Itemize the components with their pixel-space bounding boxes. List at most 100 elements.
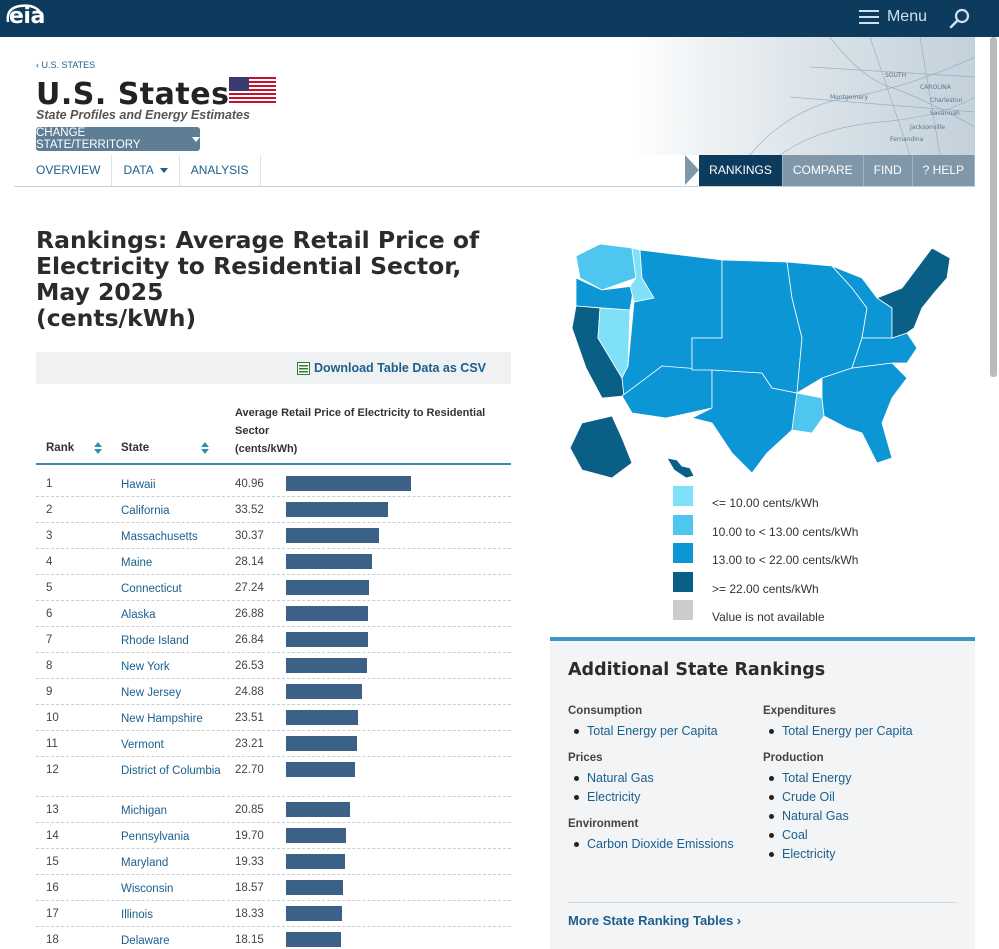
column-header-value[interactable]: Average Retail Price of Electricity to R… — [235, 404, 510, 458]
state-link[interactable]: New Jersey — [121, 687, 182, 699]
tab-data[interactable]: DATA — [112, 155, 180, 186]
table-row: 17 Illinois 18.33 — [36, 901, 511, 927]
tab-find[interactable]: FIND — [863, 155, 913, 186]
ranking-link[interactable]: Natural Gas — [769, 809, 953, 824]
table-row: 13 Michigan 20.85 — [36, 797, 511, 823]
value-bar — [286, 658, 367, 673]
breadcrumb-us-states[interactable]: ‹ U.S. STATES — [36, 60, 96, 70]
ranking-link[interactable]: Total Energy per Capita — [574, 724, 758, 739]
ranking-link[interactable]: Total Energy — [769, 771, 953, 786]
state-link[interactable]: Rhode Island — [121, 635, 189, 647]
state-link[interactable]: Vermont — [121, 739, 164, 751]
value-cell: 24.88 — [235, 686, 264, 698]
state-link[interactable]: District of Columbia — [121, 765, 221, 777]
svg-text:Charleston: Charleston — [930, 97, 963, 104]
state-profile-header: SOUTH CAROLINA Charleston Montgomery Sav… — [14, 37, 975, 187]
column-header-rank[interactable]: Rank — [46, 442, 103, 454]
rankings-link-list: Carbon Dioxide Emissions — [568, 837, 758, 852]
search-icon[interactable] — [949, 7, 971, 29]
tab-overview[interactable]: OVERVIEW — [14, 155, 113, 186]
svg-text:SOUTH: SOUTH — [885, 72, 906, 79]
tab-analysis[interactable]: ANALYSIS — [180, 155, 261, 186]
eia-logo[interactable]: eia — [9, 4, 45, 29]
legend-label: Value is not available — [712, 610, 825, 624]
svg-text:CAROLINA: CAROLINA — [920, 84, 952, 91]
page-subtitle: State Profiles and Energy Estimates — [36, 108, 250, 122]
value-bar — [286, 502, 389, 517]
ranking-link[interactable]: Natural Gas — [574, 771, 758, 786]
state-link[interactable]: Maryland — [121, 857, 169, 869]
state-link[interactable]: Illinois — [121, 909, 153, 921]
value-cell: 26.88 — [235, 608, 264, 620]
more-ranking-tables-link[interactable]: More State Ranking Tables › — [568, 913, 742, 928]
state-link[interactable]: Michigan — [121, 805, 168, 817]
scrollbar-thumb[interactable] — [990, 37, 997, 377]
value-cell: 26.53 — [235, 660, 264, 672]
state-link[interactable]: Connecticut — [121, 583, 182, 595]
rankings-nav: RANKINGS COMPARE FIND ? HELP — [685, 155, 975, 186]
state-link[interactable]: Alaska — [121, 609, 156, 621]
map-region-northeast — [876, 247, 951, 339]
tab-analysis-label: ANALYSIS — [190, 163, 249, 177]
ranking-link[interactable]: Total Energy per Capita — [769, 724, 953, 739]
download-csv-link[interactable]: Download Table Data as CSV — [296, 361, 486, 375]
us-flag-icon — [229, 77, 276, 103]
state-link[interactable]: Pennsylvania — [121, 831, 190, 843]
value-cell: 40.96 — [235, 478, 264, 490]
csv-download-bar: Download Table Data as CSV — [36, 352, 511, 384]
tab-compare[interactable]: COMPARE — [782, 155, 864, 186]
rank-cell: 5 — [46, 582, 53, 594]
map-region-mid-atlantic — [851, 332, 918, 369]
value-bar — [286, 828, 347, 843]
legend-label: 13.00 to < 22.00 cents/kWh — [712, 553, 859, 567]
table-row: 2 California 33.52 — [36, 497, 511, 523]
rank-cell: 11 — [46, 738, 58, 750]
rank-cell: 8 — [46, 660, 53, 672]
table-row: 15 Maryland 19.33 — [36, 849, 511, 875]
menu-button[interactable]: Menu — [858, 8, 927, 26]
value-cell: 33.52 — [235, 504, 264, 516]
ranking-link[interactable]: Carbon Dioxide Emissions — [574, 837, 758, 852]
map-region-louisiana — [791, 392, 825, 434]
state-link[interactable]: Hawaii — [121, 479, 156, 491]
state-link[interactable]: Wisconsin — [121, 883, 174, 895]
svg-text:Savannah: Savannah — [930, 110, 960, 117]
ranking-link[interactable]: Coal — [769, 828, 953, 843]
section-heading: Environment — [568, 818, 639, 830]
change-state-button[interactable]: CHANGE STATE/TERRITORY — [36, 127, 200, 151]
ranking-link[interactable]: Electricity — [769, 847, 953, 862]
value-bar — [286, 710, 358, 725]
value-bar — [286, 554, 372, 569]
tab-rankings[interactable]: RANKINGS — [699, 155, 783, 186]
state-link[interactable]: California — [121, 505, 170, 517]
value-cell: 19.33 — [235, 856, 264, 868]
hamburger-icon — [858, 10, 879, 24]
table-row: 12 District of Columbia 22.70 — [36, 757, 511, 797]
state-link[interactable]: Massachusetts — [121, 531, 198, 543]
tab-help[interactable]: ? HELP — [912, 155, 975, 186]
rankings-link-list: Total Energy Crude Oil Natural Gas Coal Elec… — [763, 771, 953, 862]
rank-cell: 16 — [46, 882, 59, 894]
additional-state-rankings-panel: Additional State Rankings Consumption Tot… — [550, 637, 975, 949]
ranking-link[interactable]: Crude Oil — [769, 790, 953, 805]
column-header-state[interactable]: State — [121, 442, 210, 454]
vintage-map-banner: SOUTH CAROLINA Charleston Montgomery Sav… — [630, 37, 975, 155]
state-link[interactable]: New York — [121, 661, 170, 673]
state-link[interactable]: Maine — [121, 557, 153, 569]
page-scrollbar[interactable] — [975, 37, 999, 949]
ranking-link[interactable]: Electricity — [574, 790, 758, 805]
state-link[interactable]: Delaware — [121, 935, 170, 947]
table-row: 5 Connecticut 27.24 — [36, 575, 511, 601]
rankings-heading: Rankings: Average Retail Price of Electr… — [36, 227, 506, 331]
tab-overview-label: OVERVIEW — [36, 163, 101, 177]
profile-subnav: OVERVIEW DATA ANALYSIS — [14, 155, 261, 186]
rankings-heading-text: Rankings: Average Retail Price of Electr… — [36, 226, 480, 306]
value-bar — [286, 476, 411, 491]
section-heading: Consumption — [568, 705, 643, 717]
legend-label: 10.00 to < 13.00 cents/kWh — [712, 524, 859, 539]
map-region-hawaii — [666, 457, 695, 479]
table-row: 11 Vermont 23.21 — [36, 731, 511, 757]
table-row: 6 Alaska 26.88 — [36, 601, 511, 627]
rankings-section: Consumption Total Energy per Capita — [568, 705, 758, 739]
state-link[interactable]: New Hampshire — [121, 713, 203, 725]
